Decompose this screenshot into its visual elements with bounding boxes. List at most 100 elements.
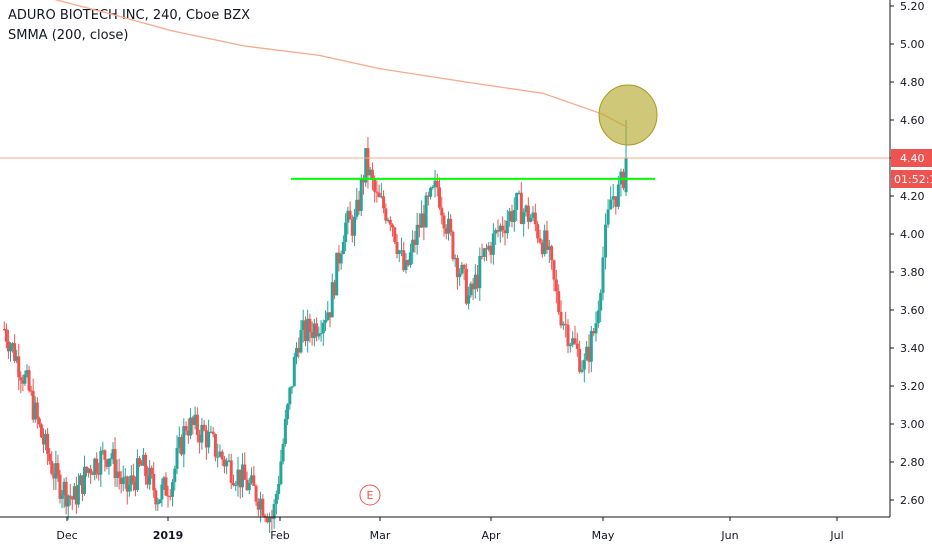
price-tick-label: 3.40 (900, 342, 925, 355)
candle-body (538, 238, 542, 243)
candle-body (424, 195, 428, 228)
candle-body (274, 493, 278, 504)
candle-body (111, 449, 115, 459)
candle-body (449, 218, 453, 232)
candle-body (252, 475, 256, 486)
candle-body (485, 248, 489, 250)
candle-body (33, 402, 37, 420)
candle-body (48, 453, 52, 462)
candle-body (435, 180, 439, 188)
candle-body (413, 239, 417, 245)
time-axis[interactable]: Dec 2019 Feb Mar Apr May Jun Jul (0, 516, 890, 542)
candle-body (131, 475, 135, 482)
time-tick-label: May (592, 529, 615, 542)
candle-body (453, 257, 457, 260)
candle-body (357, 199, 361, 211)
candle-body (561, 323, 565, 326)
price-tick-label: 4.00 (900, 228, 925, 241)
candle-body (476, 274, 480, 289)
candle-body (473, 274, 477, 290)
candle-body (113, 449, 117, 479)
candle-body (498, 225, 502, 232)
candle-body (361, 178, 365, 183)
candle-body (621, 171, 625, 189)
candle-body (557, 291, 561, 312)
candle-body (611, 196, 615, 200)
indicator-label[interactable]: SMMA (200, close) (8, 28, 129, 43)
candle-body (175, 447, 179, 469)
candle-body (193, 414, 197, 425)
candle-body (189, 417, 193, 436)
candle-body (180, 437, 184, 455)
candle-body (594, 323, 598, 334)
candle-body (353, 216, 357, 236)
candle-body (80, 475, 84, 494)
candle-body (2, 329, 6, 330)
candle-body (543, 230, 547, 255)
candle-body (411, 239, 415, 253)
candle-body (566, 324, 570, 347)
candle-body (89, 468, 93, 474)
candle-body (310, 332, 314, 338)
symbol-title[interactable]: ADURO BIOTECH INC, 240, Cboe BZX (8, 8, 251, 23)
candle-body (158, 499, 162, 504)
candle-body (207, 431, 211, 448)
candle-body (31, 391, 35, 420)
candle-body (415, 224, 419, 245)
candle-body (386, 219, 390, 221)
candle-body (559, 311, 563, 326)
candle-body (29, 390, 33, 392)
candle-body (97, 472, 101, 475)
candle-body (524, 205, 528, 213)
candle-body (198, 434, 202, 443)
candle-body (609, 199, 613, 210)
candle-body (125, 476, 129, 492)
candle-body (107, 458, 111, 467)
candle-body (422, 213, 426, 228)
time-tick-label: Apr (481, 529, 501, 542)
price-axis[interactable]: 5.20 5.00 4.80 4.60 4.40 4.20 4.00 3.80 3.60 3.40… (889, 0, 932, 517)
candle-body (601, 257, 605, 293)
candle-body (355, 199, 359, 217)
candle-body (261, 498, 265, 516)
candle-body (144, 454, 148, 477)
candle-body (522, 212, 526, 224)
candle-body (339, 253, 343, 264)
candle-body (402, 250, 406, 271)
candle-body (164, 477, 168, 496)
candle-body (303, 320, 307, 342)
candle-body (286, 404, 290, 420)
candle-body (348, 210, 352, 220)
candle-body (177, 437, 181, 448)
candle-body (373, 179, 377, 192)
candle-body (324, 320, 328, 323)
candle-body (27, 370, 31, 391)
candle-body (4, 329, 8, 342)
candle-body (117, 471, 121, 478)
candle-body (140, 464, 144, 466)
candle-body (496, 229, 500, 232)
candle-body (536, 224, 540, 239)
candle-body (312, 323, 316, 338)
candle-body (377, 192, 381, 197)
candle-body (279, 461, 283, 484)
candle-body (83, 466, 87, 494)
candle-body (245, 479, 249, 491)
time-tick-label: Dec (56, 529, 77, 542)
candle-body (417, 224, 421, 228)
last-price-tag (891, 149, 932, 167)
candle-body (21, 380, 25, 384)
candle-body (330, 282, 334, 318)
candle-body (299, 330, 303, 353)
candle-body (464, 269, 468, 304)
candle-body (146, 476, 150, 485)
candle-body (364, 148, 368, 183)
price-tick-label: 3.20 (900, 380, 925, 393)
candle-body (382, 196, 386, 209)
candle-body (288, 387, 292, 405)
candle-body (160, 484, 164, 500)
candle-body (519, 192, 523, 224)
chart-legend: ADURO BIOTECH INC, 240, Cboe BZX SMMA (2… (8, 6, 250, 46)
candle-body (191, 417, 195, 425)
